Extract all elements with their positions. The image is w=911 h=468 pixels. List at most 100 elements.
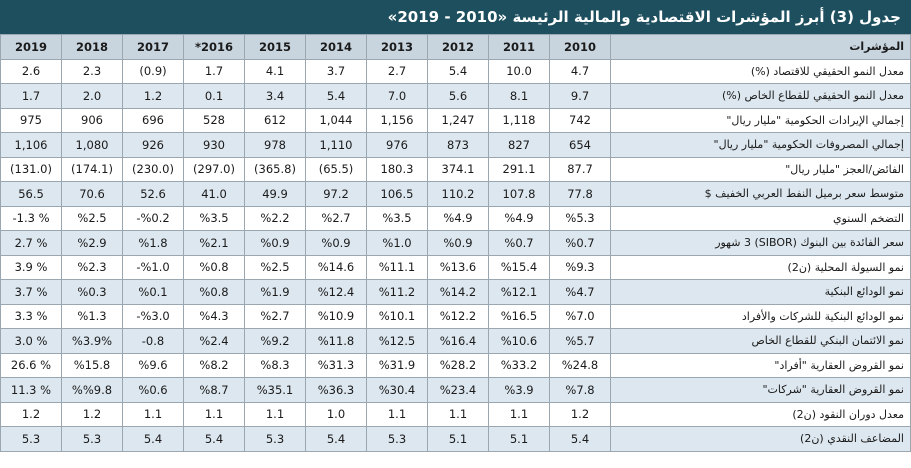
cell-value: %4.9 [427, 205, 489, 231]
table-row: نمو السيولة المحلية (ن2) %9.3 %15.4 %13.6 %1… [0, 254, 911, 280]
cell-value: 49.9 [244, 181, 306, 207]
cell-value: 1,110 [305, 132, 367, 158]
cell-value: 1.7 [0, 83, 62, 109]
cell-value: %33.2 [488, 352, 550, 378]
table-row: المضاعف النقدي (ن2) 5.4 5.1 5.1 5.3 5.4 5.3 5.4… [0, 426, 911, 452]
table-row: معدل دوران النقود (ن2) 1.2 1.1 1.1 1.1 1.0 1.1… [0, 401, 911, 427]
cell-value: 4.1 [244, 58, 306, 84]
cell-value: 2.3 [61, 58, 123, 84]
header-year: 2010 [549, 34, 611, 60]
cell-value: %8.3 [244, 352, 306, 378]
cell-value: 106.5 [366, 181, 428, 207]
cell-value: %3.5 [366, 205, 428, 231]
cell-value: %1.9 [244, 279, 306, 305]
table-row: نمو القروض العقارية "أفراد" %24.8 %33.2 %28… [0, 352, 911, 378]
cell-value: 8.1 [488, 83, 550, 109]
cell-value: %0.7 [549, 230, 611, 256]
table-row: نمو الودائع البنكية %4.7 %12.1 %14.2 %11.2 %1… [0, 279, 911, 305]
cell-value: 1.1 [427, 401, 489, 427]
cell-value: %1.0 [366, 230, 428, 256]
cell-value: 612 [244, 107, 306, 133]
cell-value: %16.5 [488, 303, 550, 329]
cell-value: (174.1) [61, 156, 123, 182]
cell-value: 654 [549, 132, 611, 158]
row-label: نمو السيولة المحلية (ن2) [610, 254, 911, 280]
cell-value: (0.9) [122, 58, 184, 84]
header-row: المؤشرات 2010 2011 2012 2013 2014 2015 2016* 201… [0, 34, 911, 60]
cell-value: %2.1 [183, 230, 245, 256]
cell-value: 5.4 [305, 426, 367, 452]
cell-value: %23.4 [427, 377, 489, 403]
cell-value: 3.0 % [0, 328, 62, 354]
cell-value: %0.8 [183, 279, 245, 305]
cell-value: -%0.2 [122, 205, 184, 231]
cell-value: %2.7 [244, 303, 306, 329]
table-row: إجمالي المصروفات الحكومية "مليار ريال" 65… [0, 132, 911, 158]
cell-value: %3.5 [183, 205, 245, 231]
header-year: 2015 [244, 34, 306, 60]
cell-value: 5.3 [366, 426, 428, 452]
cell-value: 1.1 [244, 401, 306, 427]
cell-value: 1,118 [488, 107, 550, 133]
cell-value: 56.5 [0, 181, 62, 207]
table-row: الفائض/العجز "مليار ريال" 87.7 291.1 374.1 1… [0, 156, 911, 182]
cell-value: 1,247 [427, 107, 489, 133]
cell-value: %11.8 [305, 328, 367, 354]
cell-value: 3.4 [244, 83, 306, 109]
cell-value: %%9.8 [61, 377, 123, 403]
cell-value: 5.4 [122, 426, 184, 452]
cell-value: %9.3 [549, 254, 611, 280]
cell-value: %0.1 [122, 279, 184, 305]
cell-value: 5.4 [183, 426, 245, 452]
row-label: المضاعف النقدي (ن2) [610, 426, 911, 452]
cell-value: 906 [61, 107, 123, 133]
cell-value: 1.0 [305, 401, 367, 427]
row-label: نمو القروض العقارية "أفراد" [610, 352, 911, 378]
cell-value: -%1.0 [122, 254, 184, 280]
cell-value: %2.3 [61, 254, 123, 280]
cell-value: %0.8 [183, 254, 245, 280]
header-year: 2012 [427, 34, 489, 60]
row-label: نمو القروض العقارية "شركات" [610, 377, 911, 403]
row-label: معدل النمو الحقيقي للقطاع الخاص (%) [610, 83, 911, 109]
table-row: معدل النمو الحقيقي للاقتصاد (%) 4.7 10.0 5.… [0, 58, 911, 84]
cell-value: 291.1 [488, 156, 550, 182]
table-row: التضخم السنوي %5.3 %4.9 %4.9 %3.5 %2.7 %2.2 %3.… [0, 205, 911, 231]
cell-value: 978 [244, 132, 306, 158]
cell-value: 374.1 [427, 156, 489, 182]
cell-value: 1.2 [549, 401, 611, 427]
table-row: إجمالي الإيرادات الحكومية "مليار ريال" 74… [0, 107, 911, 133]
cell-value: 5.3 [244, 426, 306, 452]
cell-value: %7.0 [549, 303, 611, 329]
cell-value: %15.8 [61, 352, 123, 378]
cell-value: (297.0) [183, 156, 245, 182]
row-label: الفائض/العجز "مليار ريال" [610, 156, 911, 182]
cell-value: %13.6 [427, 254, 489, 280]
cell-value: 976 [366, 132, 428, 158]
cell-value: 930 [183, 132, 245, 158]
cell-value: 696 [122, 107, 184, 133]
cell-value: 5.1 [427, 426, 489, 452]
cell-value: 1.7 [183, 58, 245, 84]
cell-value: %30.4 [366, 377, 428, 403]
cell-value: 1.1 [122, 401, 184, 427]
cell-value: %3.9 [488, 377, 550, 403]
cell-value: %16.4 [427, 328, 489, 354]
cell-value: %36.3 [305, 377, 367, 403]
cell-value: 70.6 [61, 181, 123, 207]
cell-value: 5.4 [549, 426, 611, 452]
cell-value: %1.8 [122, 230, 184, 256]
cell-value: 97.2 [305, 181, 367, 207]
row-label: متوسط سعر برميل النفط العربي الخفيف $ [610, 181, 911, 207]
cell-value: 5.4 [427, 58, 489, 84]
header-year: 2019 [0, 34, 62, 60]
cell-value: %10.1 [366, 303, 428, 329]
cell-value: %15.4 [488, 254, 550, 280]
cell-value: 2.0 [61, 83, 123, 109]
cell-value: 1,106 [0, 132, 62, 158]
cell-value: 2.7 [366, 58, 428, 84]
cell-value: %1.3 [61, 303, 123, 329]
header-year: 2018 [61, 34, 123, 60]
cell-value: %9.6 [122, 352, 184, 378]
cell-value: 4.7 [549, 58, 611, 84]
